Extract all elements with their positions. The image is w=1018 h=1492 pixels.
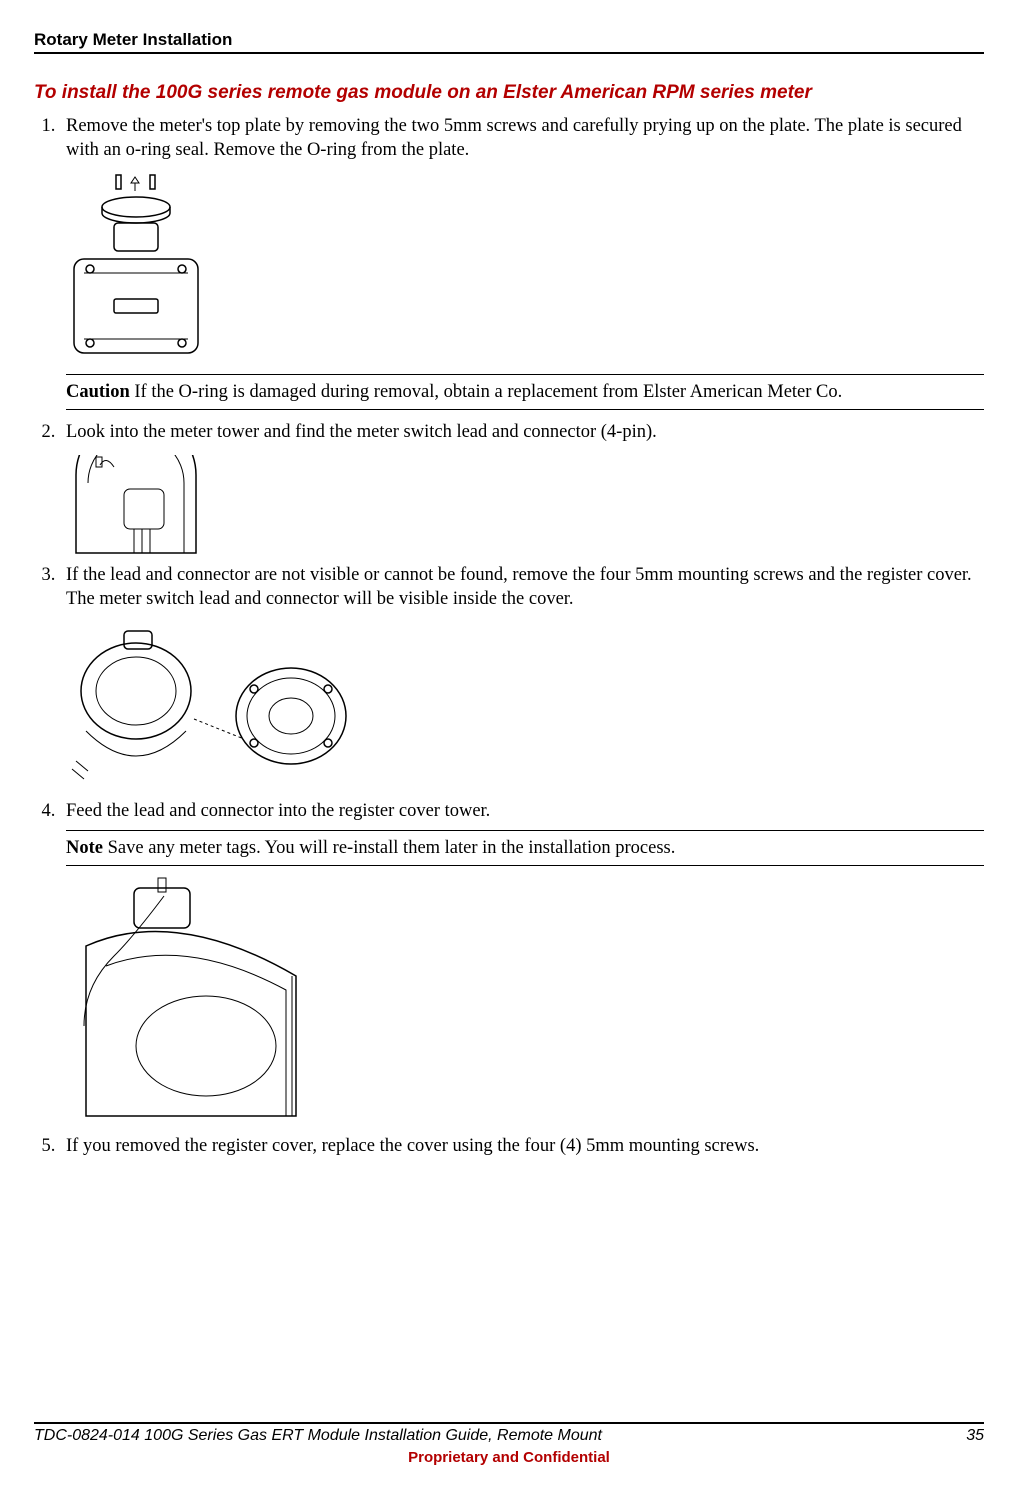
meter-top-plate-icon: [66, 173, 216, 368]
step-5: If you removed the register cover, repla…: [60, 1134, 984, 1158]
lead-feed-icon: [66, 876, 336, 1126]
register-cover-removal-icon: [66, 621, 356, 791]
note-callout: Note Save any meter tags. You will re-in…: [66, 830, 984, 866]
step-4-text: Feed the lead and connector into the reg…: [66, 801, 490, 821]
step-5-text: If you removed the register cover, repla…: [66, 1136, 759, 1156]
page-header-title: Rotary Meter Installation: [34, 30, 984, 54]
caution-label: Caution: [66, 382, 130, 402]
figure-1: [66, 173, 984, 368]
figure-3: [66, 621, 984, 791]
note-text: Save any meter tags. You will re-install…: [103, 838, 675, 858]
install-steps: Remove the meter's top plate by removing…: [34, 114, 984, 1159]
step-2-text: Look into the meter tower and find the m…: [66, 422, 657, 442]
step-1: Remove the meter's top plate by removing…: [60, 114, 984, 410]
meter-tower-lead-icon: [66, 455, 216, 555]
section-title: To install the 100G series remote gas mo…: [34, 82, 984, 104]
caution-text: If the O-ring is damaged during removal,…: [130, 382, 843, 402]
footer-doc-id: TDC-0824-014 100G Series Gas ERT Module …: [34, 1427, 602, 1445]
footer-confidential: Proprietary and Confidential: [34, 1449, 984, 1466]
page-footer: TDC-0824-014 100G Series Gas ERT Module …: [34, 1422, 984, 1466]
step-3: If the lead and connector are not visibl…: [60, 563, 984, 792]
step-4: Feed the lead and connector into the reg…: [60, 799, 984, 1126]
figure-4: [66, 876, 984, 1126]
note-label: Note: [66, 838, 103, 858]
step-1-text: Remove the meter's top plate by removing…: [66, 116, 962, 160]
step-3-text: If the lead and connector are not visibl…: [66, 565, 972, 609]
step-2: Look into the meter tower and find the m…: [60, 420, 984, 554]
footer-page-number: 35: [966, 1427, 984, 1445]
caution-callout: Caution If the O-ring is damaged during …: [66, 374, 984, 410]
footer-line: TDC-0824-014 100G Series Gas ERT Module …: [34, 1422, 984, 1445]
figure-2: [66, 455, 984, 555]
